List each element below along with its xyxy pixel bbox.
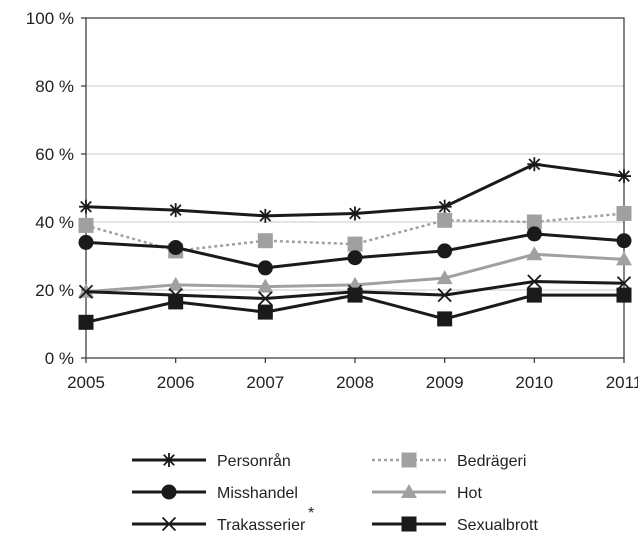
data-point (617, 169, 631, 184)
legend-item: Sexualbrott (372, 516, 538, 534)
series-3 (78, 226, 632, 276)
data-point (257, 233, 273, 249)
plot-frame (85, 17, 625, 359)
data-point (258, 291, 273, 306)
x-tick-label: 2010 (515, 373, 553, 392)
data-point (257, 304, 273, 320)
data-point (616, 287, 632, 303)
x-tick-label: 2007 (246, 373, 284, 392)
data-point (257, 260, 273, 276)
y-tick-label: 80 % (35, 77, 74, 96)
x-tick-label: 2009 (426, 373, 464, 392)
square-marker (401, 516, 417, 532)
series (78, 157, 632, 330)
data-point (616, 206, 632, 221)
circle-marker (161, 484, 177, 500)
series-6 (78, 287, 632, 330)
legend-label: Misshandel (217, 485, 298, 502)
y-tick-label: 60 % (35, 145, 74, 164)
square-marker (401, 452, 417, 468)
y-tick-label: 20 % (35, 281, 74, 300)
series-1 (79, 157, 631, 223)
data-point (437, 311, 453, 327)
data-point (78, 314, 94, 330)
x-axis-ticks: 2005 2006 2007 2008 2009 2010 2011 (67, 358, 638, 392)
data-point (437, 212, 453, 228)
data-point (168, 240, 184, 255)
triangle-marker (401, 484, 417, 498)
data-point (348, 206, 362, 221)
data-point (616, 251, 632, 266)
legend-item: Trakasserier* (132, 505, 314, 534)
legend-item: Bedrägeri (372, 452, 526, 470)
data-point (257, 278, 274, 293)
data-point (347, 250, 363, 266)
x-tick-label: 2006 (157, 373, 195, 392)
series-2 (78, 206, 632, 259)
legend: Personrån Bedrägeri Misshandel Hot Trakasser… (132, 452, 538, 534)
data-point (168, 203, 183, 218)
data-point (437, 243, 453, 259)
x-marker (161, 516, 177, 532)
legend-item: Misshandel (132, 484, 298, 502)
data-point (258, 208, 273, 223)
data-point (437, 287, 452, 303)
legend-label: Trakasserier (217, 517, 306, 534)
legend-label: Bedrägeri (457, 453, 526, 470)
data-point (526, 226, 542, 242)
legend-label: Sexualbrott (457, 517, 538, 534)
data-point (616, 233, 632, 249)
x-tick-label: 2005 (67, 373, 105, 392)
y-tick-label: 40 % (35, 213, 74, 232)
data-point (526, 287, 542, 303)
data-point (527, 157, 542, 172)
data-point (526, 246, 543, 261)
data-point (78, 234, 94, 250)
data-point (436, 270, 453, 285)
data-point (527, 274, 542, 289)
data-point (347, 236, 363, 252)
y-axis-ticks: 0 % 20 % 40 % 60 % 80 % 100 % (26, 9, 86, 368)
y-tick-label: 0 % (45, 349, 74, 368)
legend-footnote: * (308, 505, 314, 522)
data-point (168, 294, 184, 310)
legend-label: Personrån (217, 452, 291, 470)
y-tick-label: 100 % (26, 9, 74, 28)
data-point (526, 214, 542, 230)
data-point (437, 199, 452, 214)
data-point (79, 199, 93, 214)
data-point (616, 276, 632, 291)
data-point (78, 217, 94, 233)
x-tick-label: 2008 (336, 373, 374, 392)
asterisk-marker (162, 453, 176, 467)
data-point (347, 287, 363, 303)
legend-item: Personrån (132, 452, 291, 470)
legend-item: Hot (372, 484, 482, 502)
x-tick-label: 2011 (606, 373, 638, 392)
data-point (78, 284, 94, 299)
legend-label: Hot (457, 485, 482, 502)
data-point (167, 276, 184, 291)
